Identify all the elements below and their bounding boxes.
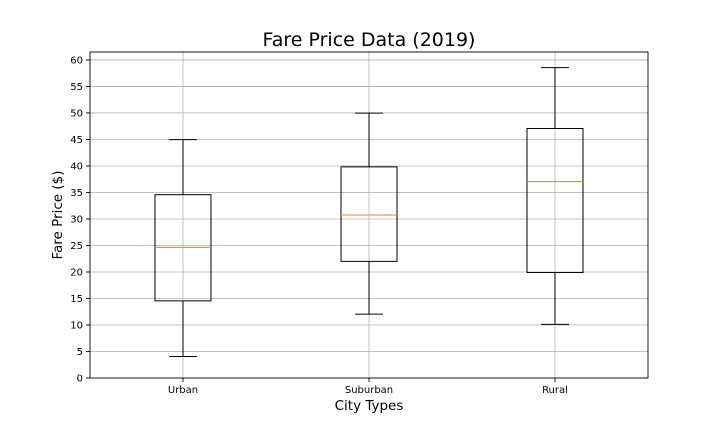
y-tick-label: 10 <box>70 320 83 331</box>
ticks: 0 5 10 15 20 25 30 35 40 45 50 55 60 Urban Suburban Rur… <box>70 55 568 396</box>
boxes <box>154 67 584 358</box>
y-tick-label: 30 <box>70 214 83 225</box>
x-axis-label: City Types <box>335 398 404 414</box>
box-rural <box>526 67 584 325</box>
y-tick-label: 35 <box>70 188 83 199</box>
y-axis-label: Fare Price ($) <box>50 171 66 260</box>
y-tick-label: 40 <box>70 161 83 172</box>
x-tick-label: Rural <box>542 385 568 396</box>
y-tick-label: 20 <box>70 267 83 278</box>
y-tick-label: 0 <box>77 374 83 385</box>
y-tick-label: 25 <box>70 241 83 252</box>
box-urban <box>154 139 212 358</box>
iqr-box <box>340 166 398 262</box>
y-tick-label: 15 <box>70 294 83 305</box>
x-tick-label: Suburban <box>345 385 393 396</box>
iqr-box <box>526 127 584 274</box>
y-tick-label: 45 <box>70 135 83 146</box>
y-tick-label: 5 <box>77 347 83 358</box>
y-tick-label: 60 <box>70 55 83 66</box>
box-suburban <box>340 112 398 315</box>
x-tick-label: Urban <box>168 385 198 396</box>
y-tick-label: 55 <box>70 82 83 93</box>
y-tick-label: 50 <box>70 108 83 119</box>
chart-title: Fare Price Data (2019) <box>263 29 476 51</box>
